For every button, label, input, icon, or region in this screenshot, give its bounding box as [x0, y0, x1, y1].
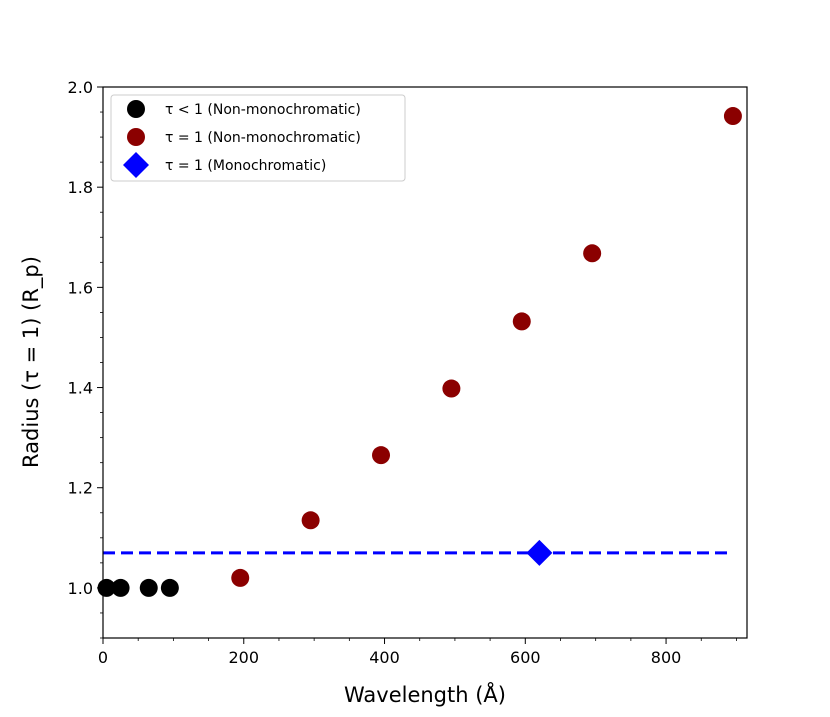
point-s0-0 — [97, 578, 116, 597]
legend-marker-1 — [127, 128, 145, 146]
x-tick-label-3: 600 — [510, 648, 541, 667]
point-s0-2 — [139, 578, 158, 597]
point-s0-1 — [111, 578, 130, 597]
x-axis-label: Wavelength (Å) — [344, 681, 506, 707]
y-tick-label-5: 2.0 — [68, 78, 93, 97]
legend-label-1: τ = 1 (Non-monochromatic) — [165, 130, 361, 146]
point-s0-3 — [160, 578, 179, 597]
x-tick-label-2: 400 — [369, 648, 400, 667]
legend-box — [110, 94, 406, 182]
point-s1-6 — [723, 107, 742, 126]
point-s2-0 — [526, 539, 553, 566]
y-axis-label: Radius (τ = 1) (R_p) — [19, 256, 44, 468]
legend-label-2: τ = 1 (Monochromatic) — [165, 158, 326, 174]
y-tick-label-4: 1.8 — [68, 178, 93, 197]
data-points — [97, 107, 742, 597]
y-tick-label-0: 1.0 — [68, 579, 93, 598]
point-s1-2 — [372, 446, 391, 465]
y-tick-label-2: 1.4 — [68, 379, 93, 398]
point-s1-5 — [583, 244, 602, 263]
x-tick-label-1: 200 — [228, 648, 259, 667]
legend-label-0: τ < 1 (Non-monochromatic) — [165, 102, 361, 118]
plot-frame — [102, 86, 748, 639]
x-tick-label-0: 0 — [98, 648, 108, 667]
legend-marker-0 — [127, 100, 145, 118]
point-s1-1 — [301, 511, 320, 530]
legend-marker-2 — [123, 152, 149, 178]
x-tick-label-4: 800 — [651, 648, 682, 667]
point-s1-4 — [512, 312, 531, 331]
axis-ticks: 0 200 400 600 800 1.0 1.2 1.4 1.6 1.8 2.0 — [68, 78, 737, 667]
y-tick-label-3: 1.6 — [68, 278, 93, 297]
point-s1-3 — [442, 379, 461, 398]
y-tick-label-1: 1.2 — [68, 479, 93, 498]
legend: τ < 1 (Non-monochromatic) τ = 1 (Non-mono… — [110, 94, 406, 182]
point-s1-0 — [231, 568, 250, 587]
